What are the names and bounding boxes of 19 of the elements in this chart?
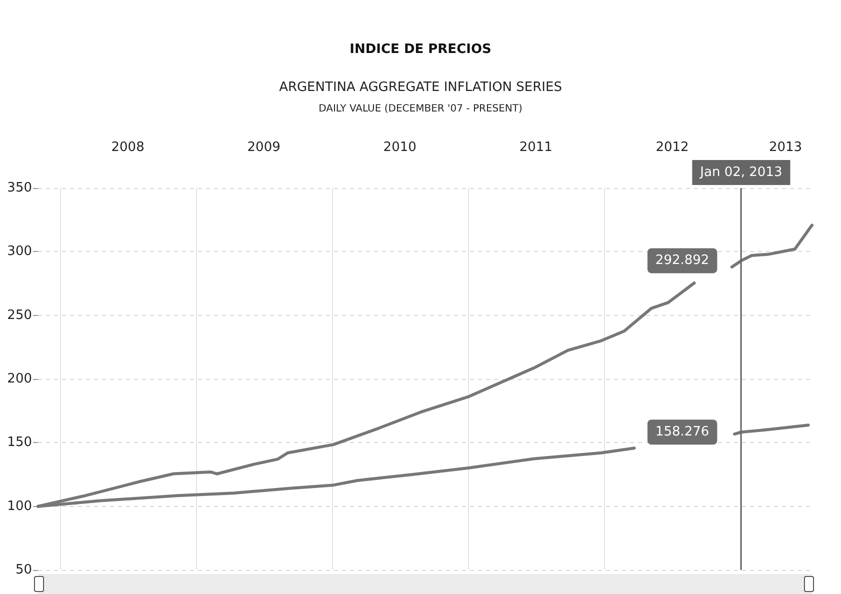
x-tick-label: 2013 [768,140,802,155]
y-tick-label: 150 [7,435,32,450]
x-tick-label: 2012 [656,140,689,155]
chart-subtitle: ARGENTINA AGGREGATE INFLATION SERIES [279,80,562,95]
text: DAILY VALUE (DECEMBER '07 - PRESENT) [318,104,523,114]
y-tick-label: 200 [7,372,32,386]
y-tick-label: 50 [15,562,32,578]
x-tick-label: 2010 [383,140,416,155]
y-tick-label: 350 [7,180,32,196]
chart-title: INDICE DE PRECIOS [350,42,492,57]
y-tick-label: 250 [7,308,32,323]
x-tick-label: 2009 [247,140,280,155]
x-tick-label: 2011 [519,140,552,155]
y-tick-label: 100 [7,498,32,514]
y-tick-label: 300 [7,244,32,260]
x-tick-label: 2008 [111,140,144,155]
annotation: 158.276 [655,424,710,440]
ref-line-label: Jan 02, 2013 [699,165,782,180]
annotation: 292.892 [655,253,710,268]
